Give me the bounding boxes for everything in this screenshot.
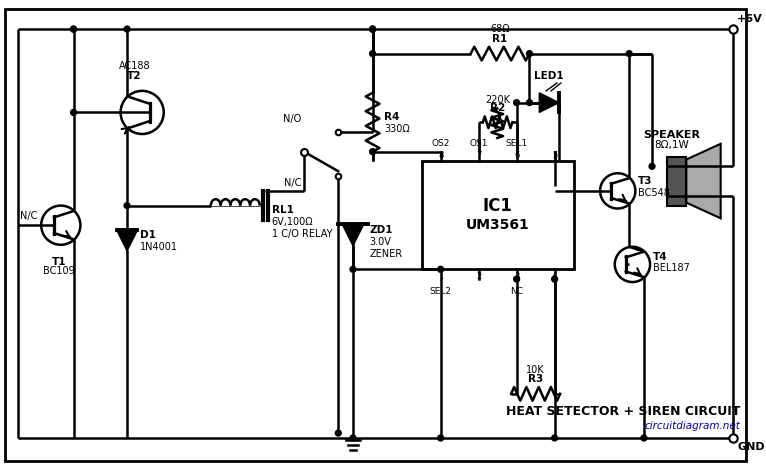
Circle shape [70, 26, 77, 32]
Text: circuitdiagram.net: circuitdiagram.net [644, 421, 740, 431]
Text: SEL2: SEL2 [430, 287, 452, 296]
Polygon shape [686, 144, 721, 219]
FancyBboxPatch shape [421, 162, 574, 269]
Text: 6V,100Ω: 6V,100Ω [272, 217, 313, 227]
Circle shape [641, 435, 647, 441]
Text: 68Ω: 68Ω [490, 24, 510, 34]
Text: 10K: 10K [526, 365, 545, 375]
Text: T3: T3 [638, 176, 653, 186]
Text: 330Ω: 330Ω [385, 124, 410, 134]
Text: R4: R4 [385, 112, 400, 122]
Circle shape [649, 164, 655, 169]
Circle shape [526, 51, 532, 56]
Circle shape [336, 430, 341, 436]
Text: 3.0V: 3.0V [370, 237, 391, 247]
Text: 7: 7 [476, 150, 481, 159]
Text: 1N4001: 1N4001 [140, 242, 178, 252]
Circle shape [437, 435, 444, 441]
Bar [666, 157, 686, 205]
Text: 5: 5 [552, 150, 557, 159]
Text: GND: GND [738, 442, 765, 452]
Circle shape [350, 266, 356, 272]
Text: OS2: OS2 [431, 139, 450, 148]
Text: 4: 4 [552, 272, 557, 281]
Text: 6: 6 [514, 150, 519, 159]
Text: R3: R3 [528, 374, 543, 384]
Circle shape [526, 100, 532, 106]
Polygon shape [539, 93, 559, 112]
Text: SPEAKER: SPEAKER [643, 130, 700, 140]
Text: BC109: BC109 [43, 266, 75, 276]
Text: 220K: 220K [485, 94, 510, 105]
Text: R2: R2 [490, 103, 506, 113]
Text: UM3561: UM3561 [466, 218, 529, 232]
Text: T2: T2 [127, 71, 142, 81]
Text: AC188: AC188 [119, 61, 150, 71]
Circle shape [514, 276, 519, 282]
Circle shape [370, 26, 375, 32]
Text: T4: T4 [653, 251, 668, 262]
Text: +6V: +6V [738, 14, 763, 24]
Text: IC1: IC1 [483, 196, 512, 215]
Text: NC: NC [510, 287, 523, 296]
Circle shape [514, 100, 519, 106]
Circle shape [124, 203, 130, 209]
Polygon shape [117, 230, 137, 250]
Circle shape [70, 110, 77, 115]
Circle shape [627, 51, 632, 56]
Circle shape [731, 26, 736, 32]
Text: 1 C/O RELAY: 1 C/O RELAY [272, 229, 332, 239]
Text: N/O: N/O [283, 114, 301, 124]
Circle shape [124, 26, 130, 32]
Text: 2: 2 [476, 272, 481, 281]
Circle shape [552, 276, 558, 282]
Circle shape [731, 435, 736, 441]
Text: OS1: OS1 [470, 139, 488, 148]
Text: R1: R1 [493, 34, 508, 44]
Polygon shape [342, 224, 364, 246]
Circle shape [370, 26, 375, 32]
Text: HEAT SETECTOR + SIREN CIRCUIT: HEAT SETECTOR + SIREN CIRCUIT [506, 405, 740, 418]
Text: 1: 1 [438, 272, 444, 281]
Text: ZD1: ZD1 [370, 225, 393, 235]
Circle shape [437, 266, 444, 272]
Text: RL1: RL1 [272, 205, 293, 215]
Text: BEL187: BEL187 [653, 263, 690, 274]
Text: T1: T1 [51, 257, 66, 266]
Text: N/C: N/C [283, 178, 301, 188]
Text: SEL1: SEL1 [506, 139, 528, 148]
Text: N/C: N/C [20, 212, 37, 221]
Text: ZENER: ZENER [370, 249, 403, 259]
Circle shape [552, 435, 558, 441]
Text: 8: 8 [438, 150, 444, 159]
Circle shape [350, 435, 356, 441]
Text: LED1: LED1 [535, 71, 564, 81]
Circle shape [70, 26, 77, 32]
Circle shape [370, 149, 375, 155]
Text: 3: 3 [514, 272, 519, 281]
Text: D1: D1 [140, 230, 155, 240]
Circle shape [370, 26, 375, 32]
Text: BC548: BC548 [638, 188, 670, 198]
Circle shape [370, 51, 375, 56]
Text: 8Ω,1W: 8Ω,1W [654, 140, 689, 150]
